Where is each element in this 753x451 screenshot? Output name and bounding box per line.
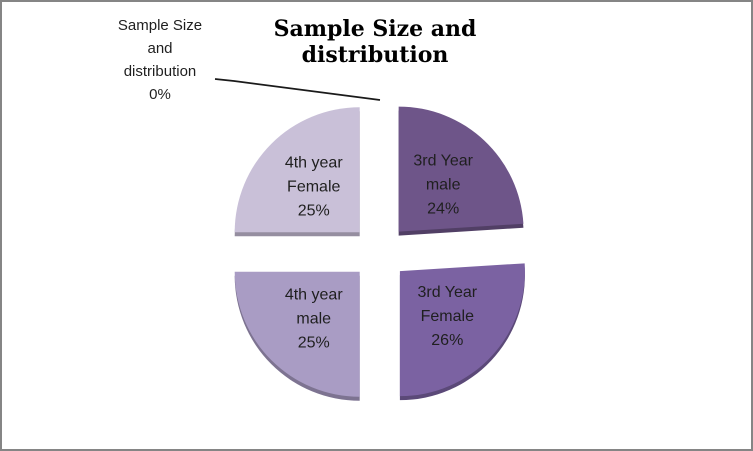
chart-title: Sample Size and distribution: [273, 16, 477, 68]
pie-slices-group: 3rd Year male 24% 3rd Year Female 26% 4th year…: [234, 106, 525, 401]
pie-slice-label-3rd-year-female: 3rd Year Female 26%: [417, 284, 477, 349]
pie-slice-4th-year-male: [234, 271, 360, 397]
pie-slice-label-3rd-year-male: 3rd Year male 24%: [413, 153, 473, 218]
callout-leader-line: [214, 78, 381, 101]
pie-slice-4th-year-female: [234, 107, 360, 233]
pie-slice-label-4th-year-female: 4th year Female 25%: [285, 155, 343, 220]
pie-slice-3rd-year-female: [399, 263, 525, 397]
pie-slice-3rd-year-male: [398, 106, 524, 232]
callout-label: Sample Size and distribution 0%: [117, 17, 203, 103]
pie-slice-label-4th-year-male: 4th year male 25%: [285, 286, 343, 351]
